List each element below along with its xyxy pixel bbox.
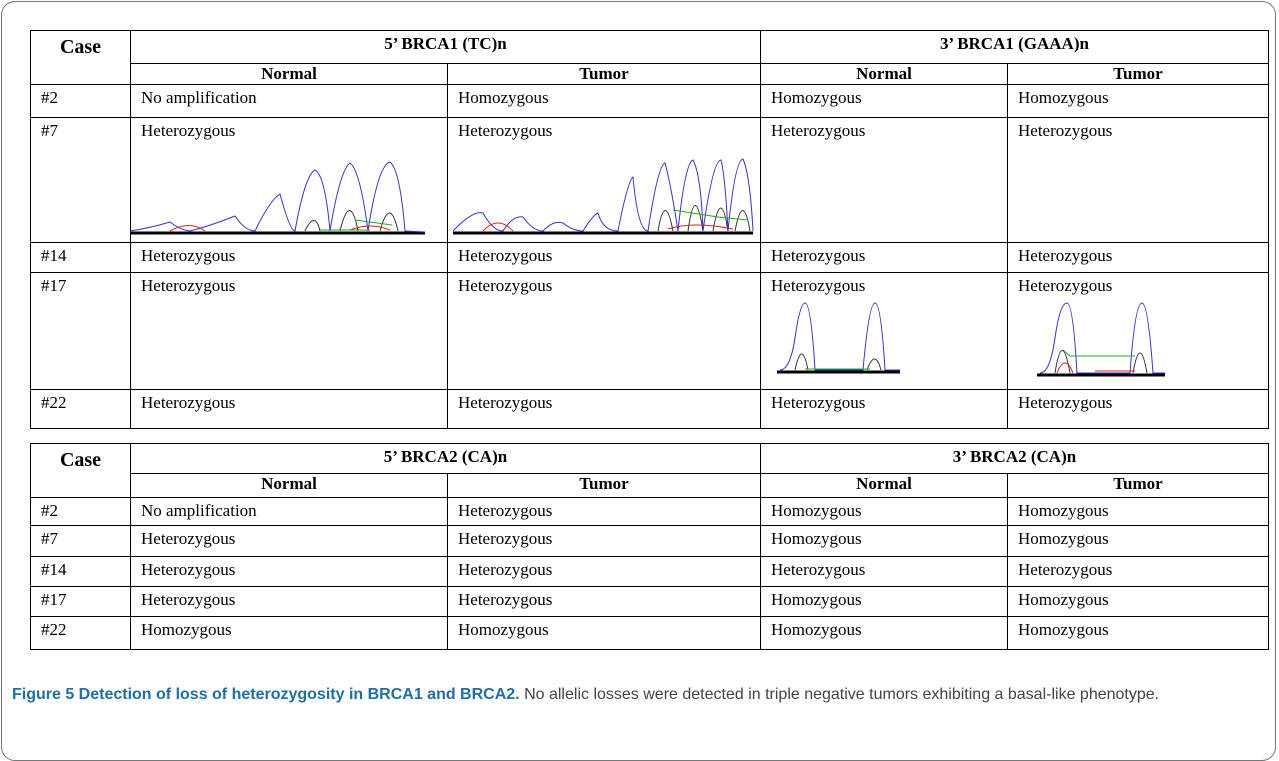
cell: Homozygous (1008, 587, 1269, 617)
cell: #7 (31, 526, 131, 557)
cell: Homozygous (761, 617, 1008, 650)
cell: Heterozygous (761, 243, 1008, 273)
cell: #22 (31, 390, 131, 429)
cell: Homozygous (1008, 498, 1269, 526)
cell: #14 (31, 557, 131, 587)
header-cell: 3’ BRCA1 (GAAA)n (761, 31, 1269, 64)
cell: Heterozygous (1008, 118, 1269, 243)
electropherogram (453, 155, 758, 245)
cell: Homozygous (1008, 617, 1269, 650)
caption: Figure 5 Detection of loss of heterozygo… (12, 683, 1252, 706)
subheader-cell: Tumor (1008, 64, 1269, 85)
cell: Heterozygous (448, 557, 761, 587)
cell: Heterozygous (1008, 557, 1269, 587)
header-cell: 5’ BRCA2 (CA)n (131, 444, 761, 474)
cell: #14 (31, 243, 131, 273)
caption-text: No allelic losses were detected in tripl… (524, 686, 1159, 703)
cell: Homozygous (1008, 85, 1269, 118)
cell: Heterozygous (761, 557, 1008, 587)
cell: Heterozygous (131, 390, 448, 429)
cell: #17 (31, 587, 131, 617)
cell: #17 (31, 273, 131, 390)
cell: #2 (31, 85, 131, 118)
cell: Heterozygous (761, 118, 1008, 243)
cell: Homozygous (761, 498, 1008, 526)
caption-label: Figure 5 Detection of loss of heterozygo… (12, 686, 520, 703)
cell: Heterozygous (1008, 390, 1269, 429)
cell: #7 (31, 118, 131, 243)
cell: Heterozygous (448, 526, 761, 557)
subheader-cell: Normal (131, 64, 448, 85)
subheader-cell: Tumor (448, 64, 761, 85)
cell: Heterozygous (448, 587, 761, 617)
cell: Heterozygous (448, 390, 761, 429)
cell: Heterozygous (131, 557, 448, 587)
cell: Homozygous (448, 617, 761, 650)
cell: Heterozygous (448, 243, 761, 273)
cell: Heterozygous (131, 243, 448, 273)
cell: #22 (31, 617, 131, 650)
cell: No amplification (131, 498, 448, 526)
cell: Heterozygous (761, 390, 1008, 429)
cell: Homozygous (131, 617, 448, 650)
header-cell: 3’ BRCA2 (CA)n (761, 444, 1269, 474)
page: Case5’ BRCA1 (TC)n3’ BRCA1 (GAAA)nNormal… (0, 0, 1279, 757)
header-cell: 5’ BRCA1 (TC)n (131, 31, 761, 64)
header-cell: Case (31, 31, 131, 85)
subheader-cell: Tumor (448, 474, 761, 498)
cell: Heterozygous (131, 526, 448, 557)
cell: Homozygous (761, 587, 1008, 617)
cell: Homozygous (761, 526, 1008, 557)
cell: Heterozygous (131, 587, 448, 617)
cell: No amplification (131, 85, 448, 118)
cell: Homozygous (448, 85, 761, 118)
cell: Heterozygous (448, 498, 761, 526)
cell: Homozygous (1008, 526, 1269, 557)
electropherogram (1035, 298, 1170, 383)
cell: #2 (31, 498, 131, 526)
header-cell: Case (31, 444, 131, 498)
subheader-cell: Normal (761, 64, 1008, 85)
cell: Heterozygous (448, 273, 761, 390)
electropherogram (775, 298, 905, 383)
subheader-cell: Tumor (1008, 474, 1269, 498)
subheader-cell: Normal (761, 474, 1008, 498)
cell: Heterozygous (131, 273, 448, 390)
cell: Heterozygous (1008, 243, 1269, 273)
cell: Homozygous (761, 85, 1008, 118)
electropherogram (130, 150, 430, 240)
subheader-cell: Normal (131, 474, 448, 498)
